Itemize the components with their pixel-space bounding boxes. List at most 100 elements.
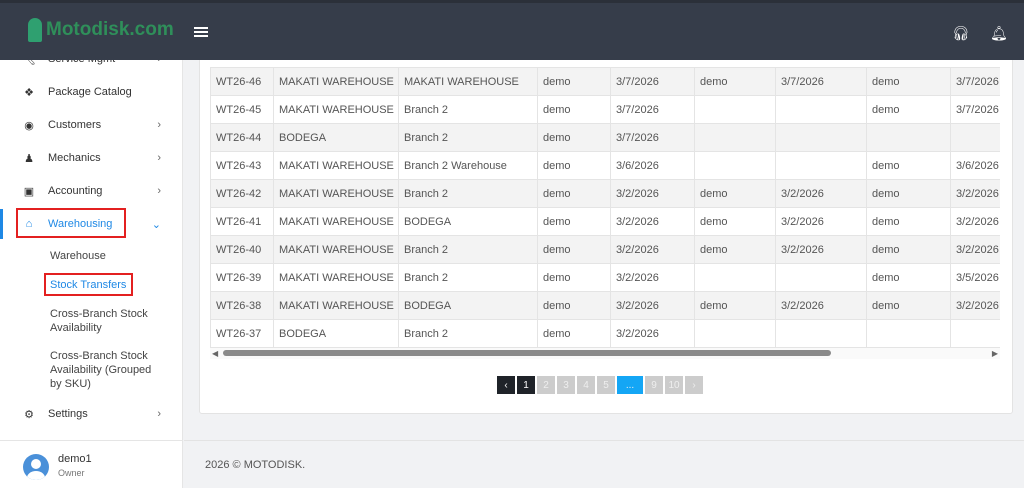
user-profile[interactable]: demo1 Owner [0,440,183,488]
sidebar-subitem-3[interactable]: Cross-Branch Stock Availability (Grouped… [50,350,152,390]
table-cell [694,263,776,292]
table-cell: 3/5/2026 [950,263,1000,292]
table-cell: Branch 2 [398,263,538,292]
table-cell: demo [694,291,776,320]
table-cell: 3/6/2026 [610,151,695,180]
table-cell: demo [694,207,776,236]
table-cell: 3/2/2026 [610,207,695,236]
table-cell: demo [694,67,776,96]
page-button[interactable]: 3 [557,376,575,394]
sidebar-subitem-1[interactable]: Stock Transfers [50,279,127,291]
chevron-right-icon: › [157,119,161,131]
table-cell: BODEGA [273,319,399,348]
copyright-text: 2026 © MOTODISK. [205,459,306,471]
table-cell: demo [537,67,611,96]
table-cell [950,319,1000,348]
table-cell: WT26-45 [210,95,274,124]
highlight-box [16,208,126,238]
table-cell: 3/2/2026 [775,179,867,208]
table-cell: demo [694,235,776,264]
gears-icon: ⚙ [24,408,34,421]
hamburger-menu-icon[interactable] [194,27,208,37]
scroll-left-icon[interactable]: ◀ [212,349,219,358]
table-row[interactable]: WT26-39 MAKATI WAREHOUSE Branch 2 demo 3/2/2… [210,263,1000,292]
headset-icon[interactable]: 🎧︎ [952,25,970,41]
prev-page-button[interactable]: ‹ [497,376,515,394]
scroll-right-icon[interactable]: ▶ [991,349,998,358]
stock-transfers-table: WT26-46 MAKATI WAREHOUSE MAKATI WAREHOUSE d… [210,67,1000,348]
table-cell: demo [866,95,951,124]
page-button[interactable]: ... [617,376,643,394]
table-cell: WT26-44 [210,123,274,152]
table-row[interactable]: WT26-37 BODEGA Branch 2 demo 3/2/2026 [210,319,1000,348]
sidebar-item-package-catalog[interactable]: ❖ Package Catalog [0,77,183,107]
table-cell [775,123,867,152]
table-cell: WT26-37 [210,319,274,348]
logo[interactable]: Motodisk.com [28,18,174,42]
horizontal-scrollbar[interactable]: ◀ ▶ [210,348,1000,359]
table-cell [950,123,1000,152]
table-cell: Branch 2 [398,179,538,208]
table-cell: demo [866,67,951,96]
sidebar-item-accounting[interactable]: ▣ Accounting › [0,176,183,206]
table-cell: MAKATI WAREHOUSE [273,179,399,208]
table-cell: demo [537,207,611,236]
highlight-box [44,273,133,296]
table-cell: demo [537,123,611,152]
table-cell [694,319,776,348]
page-button[interactable]: 9 [645,376,663,394]
table-row[interactable]: WT26-38 MAKATI WAREHOUSE BODEGA demo 3/2/202… [210,291,1000,320]
page-button[interactable]: 1 [517,376,535,394]
table-cell: 3/7/2026 [950,95,1000,124]
table-row[interactable]: WT26-42 MAKATI WAREHOUSE Branch 2 demo 3/2/2… [210,179,1000,208]
logo-text: Motodisk.com [46,19,174,40]
user-name: demo1 [58,453,92,465]
page-button[interactable]: 2 [537,376,555,394]
table-row[interactable]: WT26-46 MAKATI WAREHOUSE MAKATI WAREHOUSE d… [210,67,1000,96]
table-cell [775,319,867,348]
table-cell: 3/2/2026 [610,319,695,348]
dropbox-icon: ❖ [24,86,34,99]
sidebar-item-mechanics[interactable]: ♟ Mechanics › [0,143,183,173]
sidebar-item-customers[interactable]: ◉ Customers › [0,110,183,140]
sidebar-item-settings[interactable]: ⚙ Settings › [0,399,183,429]
scrollbar-thumb[interactable] [223,350,831,356]
sidebar: 🔧︎Service Mgmt›❖Package Catalog◉Customer… [0,0,183,488]
table-cell: 3/2/2026 [610,291,695,320]
sidebar-subitem-2[interactable]: Cross-Branch Stock Availability [50,308,148,334]
table-row[interactable]: WT26-43 MAKATI WAREHOUSE Branch 2 Warehous… [210,151,1000,180]
table-row[interactable]: WT26-45 MAKATI WAREHOUSE Branch 2 demo 3/7/2… [210,95,1000,124]
table-cell [694,123,776,152]
next-page-button[interactable]: › [685,376,703,394]
table-row[interactable]: WT26-41 MAKATI WAREHOUSE BODEGA demo 3/2/202… [210,207,1000,236]
table-cell: Branch 2 [398,95,538,124]
mechanic-icon: ♟ [24,152,34,165]
table-cell: demo [866,151,951,180]
table-cell: 3/2/2026 [775,207,867,236]
table-cell: 3/2/2026 [775,235,867,264]
table-cell: Branch 2 [398,319,538,348]
footer: 2026 © MOTODISK. [184,440,1024,488]
table-row[interactable]: WT26-40 MAKATI WAREHOUSE Branch 2 demo 3/2/2… [210,235,1000,264]
table-row[interactable]: WT26-44 BODEGA Branch 2 demo 3/7/2026 [210,123,1000,152]
table-cell: demo [694,179,776,208]
sidebar-item-warehousing[interactable]: ⌂ Warehousing ⌄ [0,209,183,239]
sidebar-subitem-0[interactable]: Warehouse [50,250,106,262]
page-button[interactable]: 10 [665,376,683,394]
table-cell: demo [537,179,611,208]
table-cell: WT26-41 [210,207,274,236]
table-cell [775,95,867,124]
table-cell: BODEGA [398,291,538,320]
table-cell: 3/2/2026 [610,263,695,292]
table-cell: demo [537,95,611,124]
page-button[interactable]: 5 [597,376,615,394]
table-cell: MAKATI WAREHOUSE [273,67,399,96]
table-cell: 3/2/2026 [610,179,695,208]
table-cell: MAKATI WAREHOUSE [398,67,538,96]
table-cell: MAKATI WAREHOUSE [273,207,399,236]
bell-icon[interactable]: 🔔︎ [990,25,1008,41]
table-cell: 3/2/2026 [610,235,695,264]
page-button[interactable]: 4 [577,376,595,394]
table-cell [866,319,951,348]
chevron-right-icon: › [157,152,161,164]
